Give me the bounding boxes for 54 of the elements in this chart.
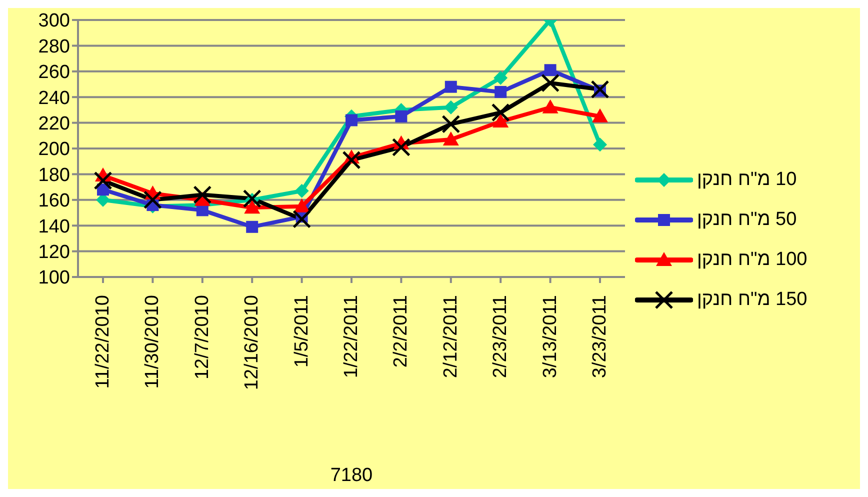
point (442, 114, 460, 134)
y-tick-label: 240 (38, 88, 70, 109)
point (494, 86, 507, 98)
x-tick-label: 1/22/2011 (341, 295, 362, 378)
point (444, 100, 458, 114)
y-tick-label: 100 (38, 268, 70, 289)
x-tick-label: 2/2/2011 (390, 295, 412, 368)
legend-label: 100 מ"ח חנקן (697, 248, 808, 270)
point (395, 110, 408, 122)
y-tick-label: 280 (38, 36, 70, 58)
y-tick-label: 180 (38, 164, 70, 186)
point (246, 220, 258, 233)
y-tick-label: 200 (38, 139, 70, 160)
y-tick-label: 120 (38, 242, 70, 264)
point (442, 132, 459, 146)
point (294, 198, 310, 212)
x-tick-label: 1/5/2011 (291, 295, 312, 368)
point (492, 114, 509, 128)
point (244, 200, 260, 214)
x-tick-label: 11/30/2010 (142, 295, 164, 389)
point (94, 171, 112, 190)
point (491, 103, 510, 122)
point (346, 114, 358, 126)
legend-label: 50 מ"ח חנקן (697, 208, 797, 230)
point (342, 150, 361, 170)
y-tick-label: 140 (38, 216, 70, 238)
legend-label: 150 מ"ח חנקן (697, 288, 808, 310)
x-tick-label: 3/23/2011 (590, 295, 610, 378)
point (392, 138, 410, 156)
point (590, 80, 610, 99)
point (541, 74, 560, 92)
x-tick-label: 12/7/2010 (192, 295, 213, 380)
point (544, 64, 556, 76)
legend-label: 10 מ"ח חנקן (697, 168, 797, 190)
point (494, 70, 508, 85)
point (292, 210, 312, 228)
y-tick-label: 160 (38, 190, 70, 212)
point (242, 189, 262, 208)
y-tick-label: 260 (38, 62, 70, 84)
point (542, 99, 558, 114)
point (592, 108, 608, 122)
y-tick-label: 220 (38, 114, 70, 135)
y-tick-label: 300 (38, 10, 70, 32)
x-tick-label: 11/22/2010 (92, 295, 114, 389)
point (143, 190, 162, 210)
point (193, 186, 212, 204)
point (444, 80, 457, 93)
point (593, 138, 607, 152)
x-axis-title: 7180 (330, 465, 373, 486)
x-tick-label: 2/23/2011 (490, 295, 512, 378)
x-tick-label: 2/12/2011 (440, 295, 462, 378)
x-tick-label: 12/16/2010 (242, 295, 263, 390)
point (294, 184, 309, 198)
x-tick-label: 3/13/2011 (540, 295, 561, 378)
